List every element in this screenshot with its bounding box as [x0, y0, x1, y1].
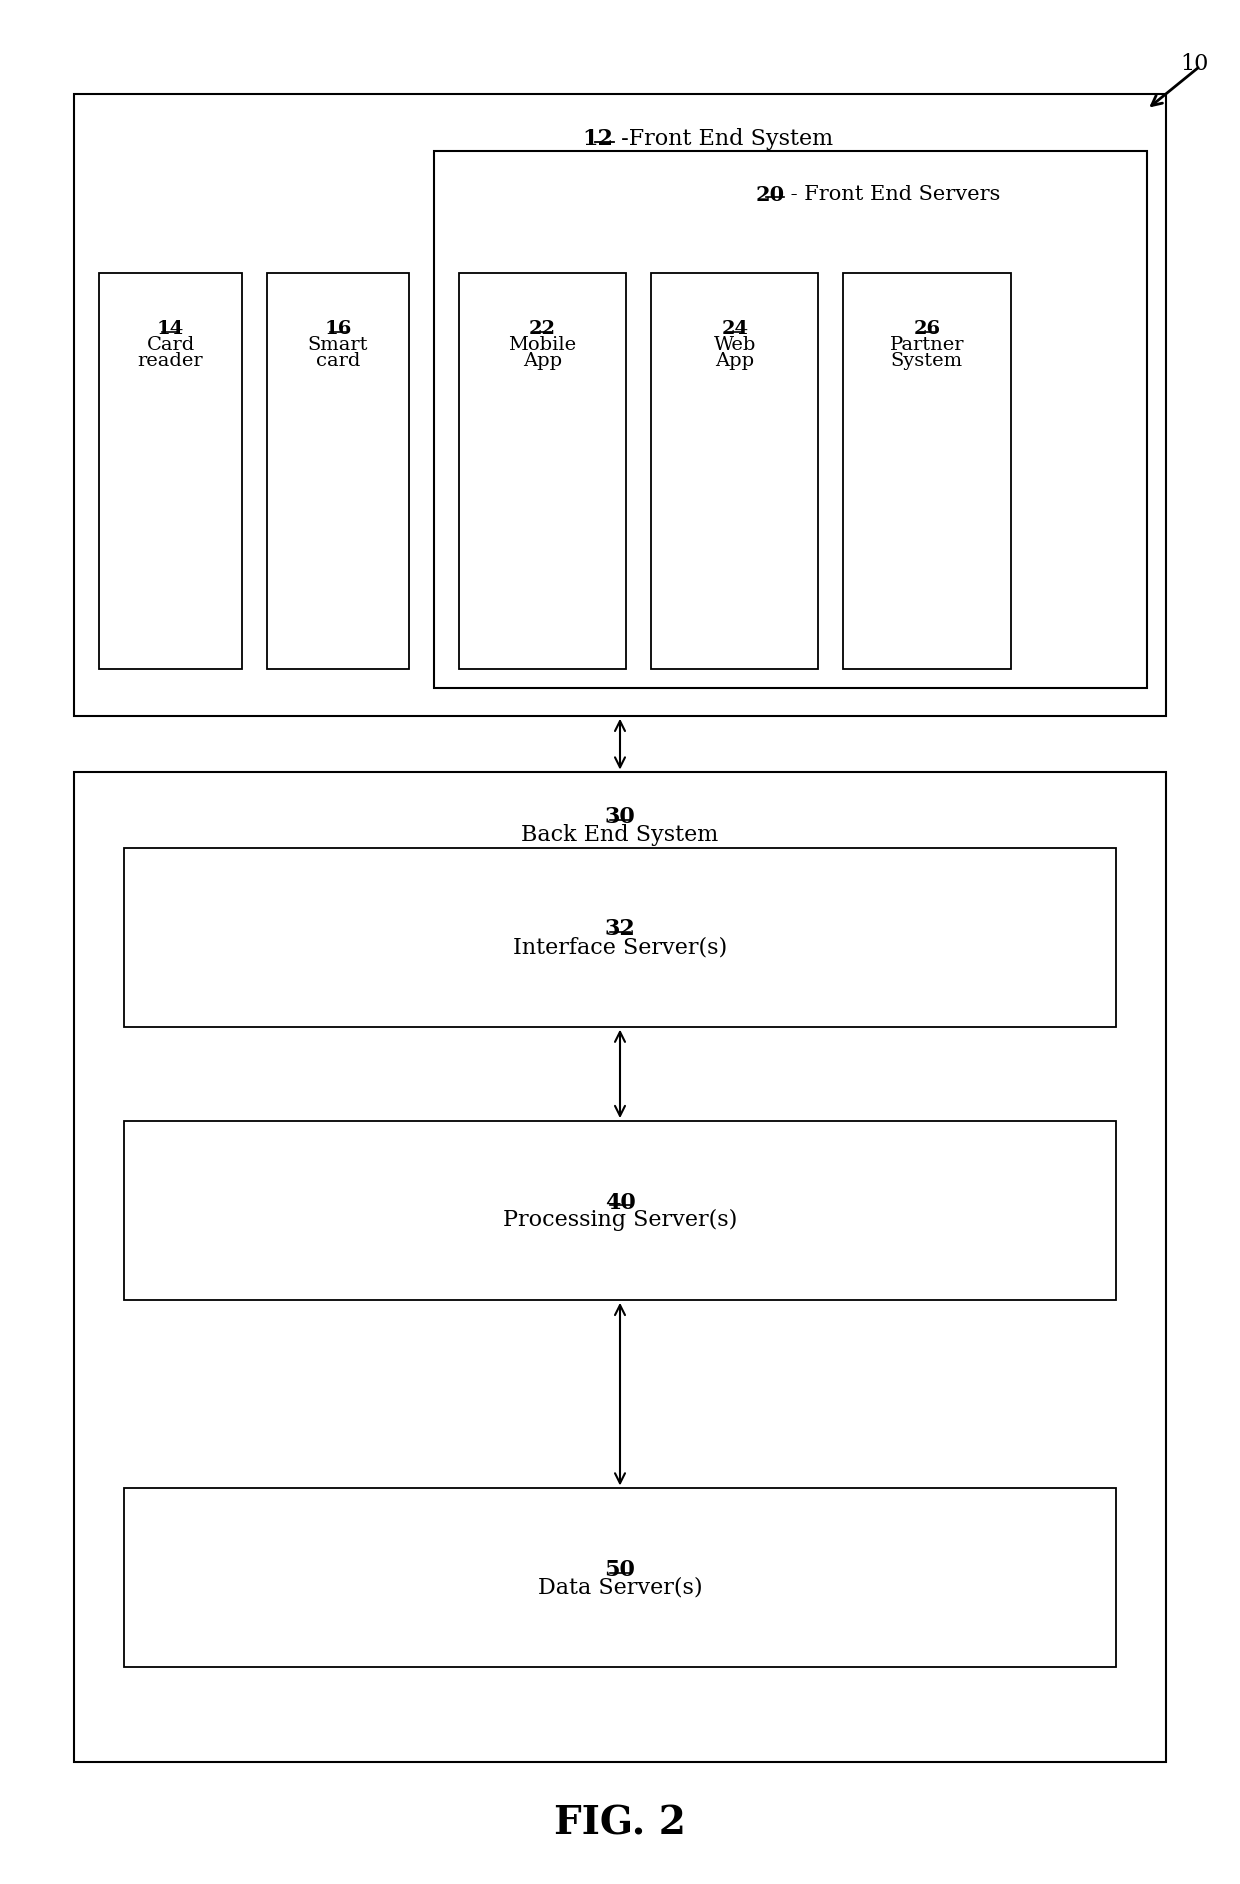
- Text: 14: 14: [157, 320, 184, 339]
- Text: App: App: [715, 352, 754, 371]
- Text: 32: 32: [605, 918, 635, 940]
- FancyBboxPatch shape: [74, 94, 1166, 716]
- Text: 20: 20: [755, 185, 784, 205]
- Text: System: System: [890, 352, 963, 371]
- Text: 30: 30: [605, 806, 635, 829]
- Text: 12: 12: [583, 128, 614, 151]
- Text: card: card: [316, 352, 360, 371]
- FancyBboxPatch shape: [74, 772, 1166, 1762]
- Text: Back End System: Back End System: [521, 823, 719, 846]
- Text: Interface Server(s): Interface Server(s): [513, 936, 727, 959]
- Text: 26: 26: [914, 320, 940, 339]
- Text: Data Server(s): Data Server(s): [538, 1577, 702, 1600]
- Text: Processing Server(s): Processing Server(s): [502, 1210, 738, 1232]
- Text: Partner: Partner: [889, 337, 965, 354]
- FancyBboxPatch shape: [459, 273, 626, 669]
- Text: FIG. 2: FIG. 2: [554, 1805, 686, 1843]
- Text: -Front End System: -Front End System: [614, 128, 833, 151]
- Text: Smart: Smart: [308, 337, 368, 354]
- Text: 10: 10: [1180, 53, 1209, 75]
- FancyBboxPatch shape: [99, 273, 242, 669]
- Text: Card: Card: [146, 337, 195, 354]
- FancyBboxPatch shape: [651, 273, 818, 669]
- Text: 50: 50: [605, 1560, 635, 1581]
- FancyBboxPatch shape: [267, 273, 409, 669]
- Text: reader: reader: [138, 352, 203, 371]
- Text: - Front End Servers: - Front End Servers: [784, 185, 1001, 203]
- FancyBboxPatch shape: [434, 151, 1147, 688]
- Text: Mobile: Mobile: [508, 337, 577, 354]
- FancyBboxPatch shape: [124, 1121, 1116, 1300]
- Text: 22: 22: [529, 320, 556, 339]
- Text: 40: 40: [605, 1193, 635, 1213]
- FancyBboxPatch shape: [843, 273, 1011, 669]
- FancyBboxPatch shape: [124, 1488, 1116, 1667]
- FancyBboxPatch shape: [124, 848, 1116, 1027]
- Text: App: App: [523, 352, 562, 371]
- Text: 24: 24: [722, 320, 748, 339]
- Text: Web: Web: [713, 337, 756, 354]
- Text: 16: 16: [324, 320, 352, 339]
